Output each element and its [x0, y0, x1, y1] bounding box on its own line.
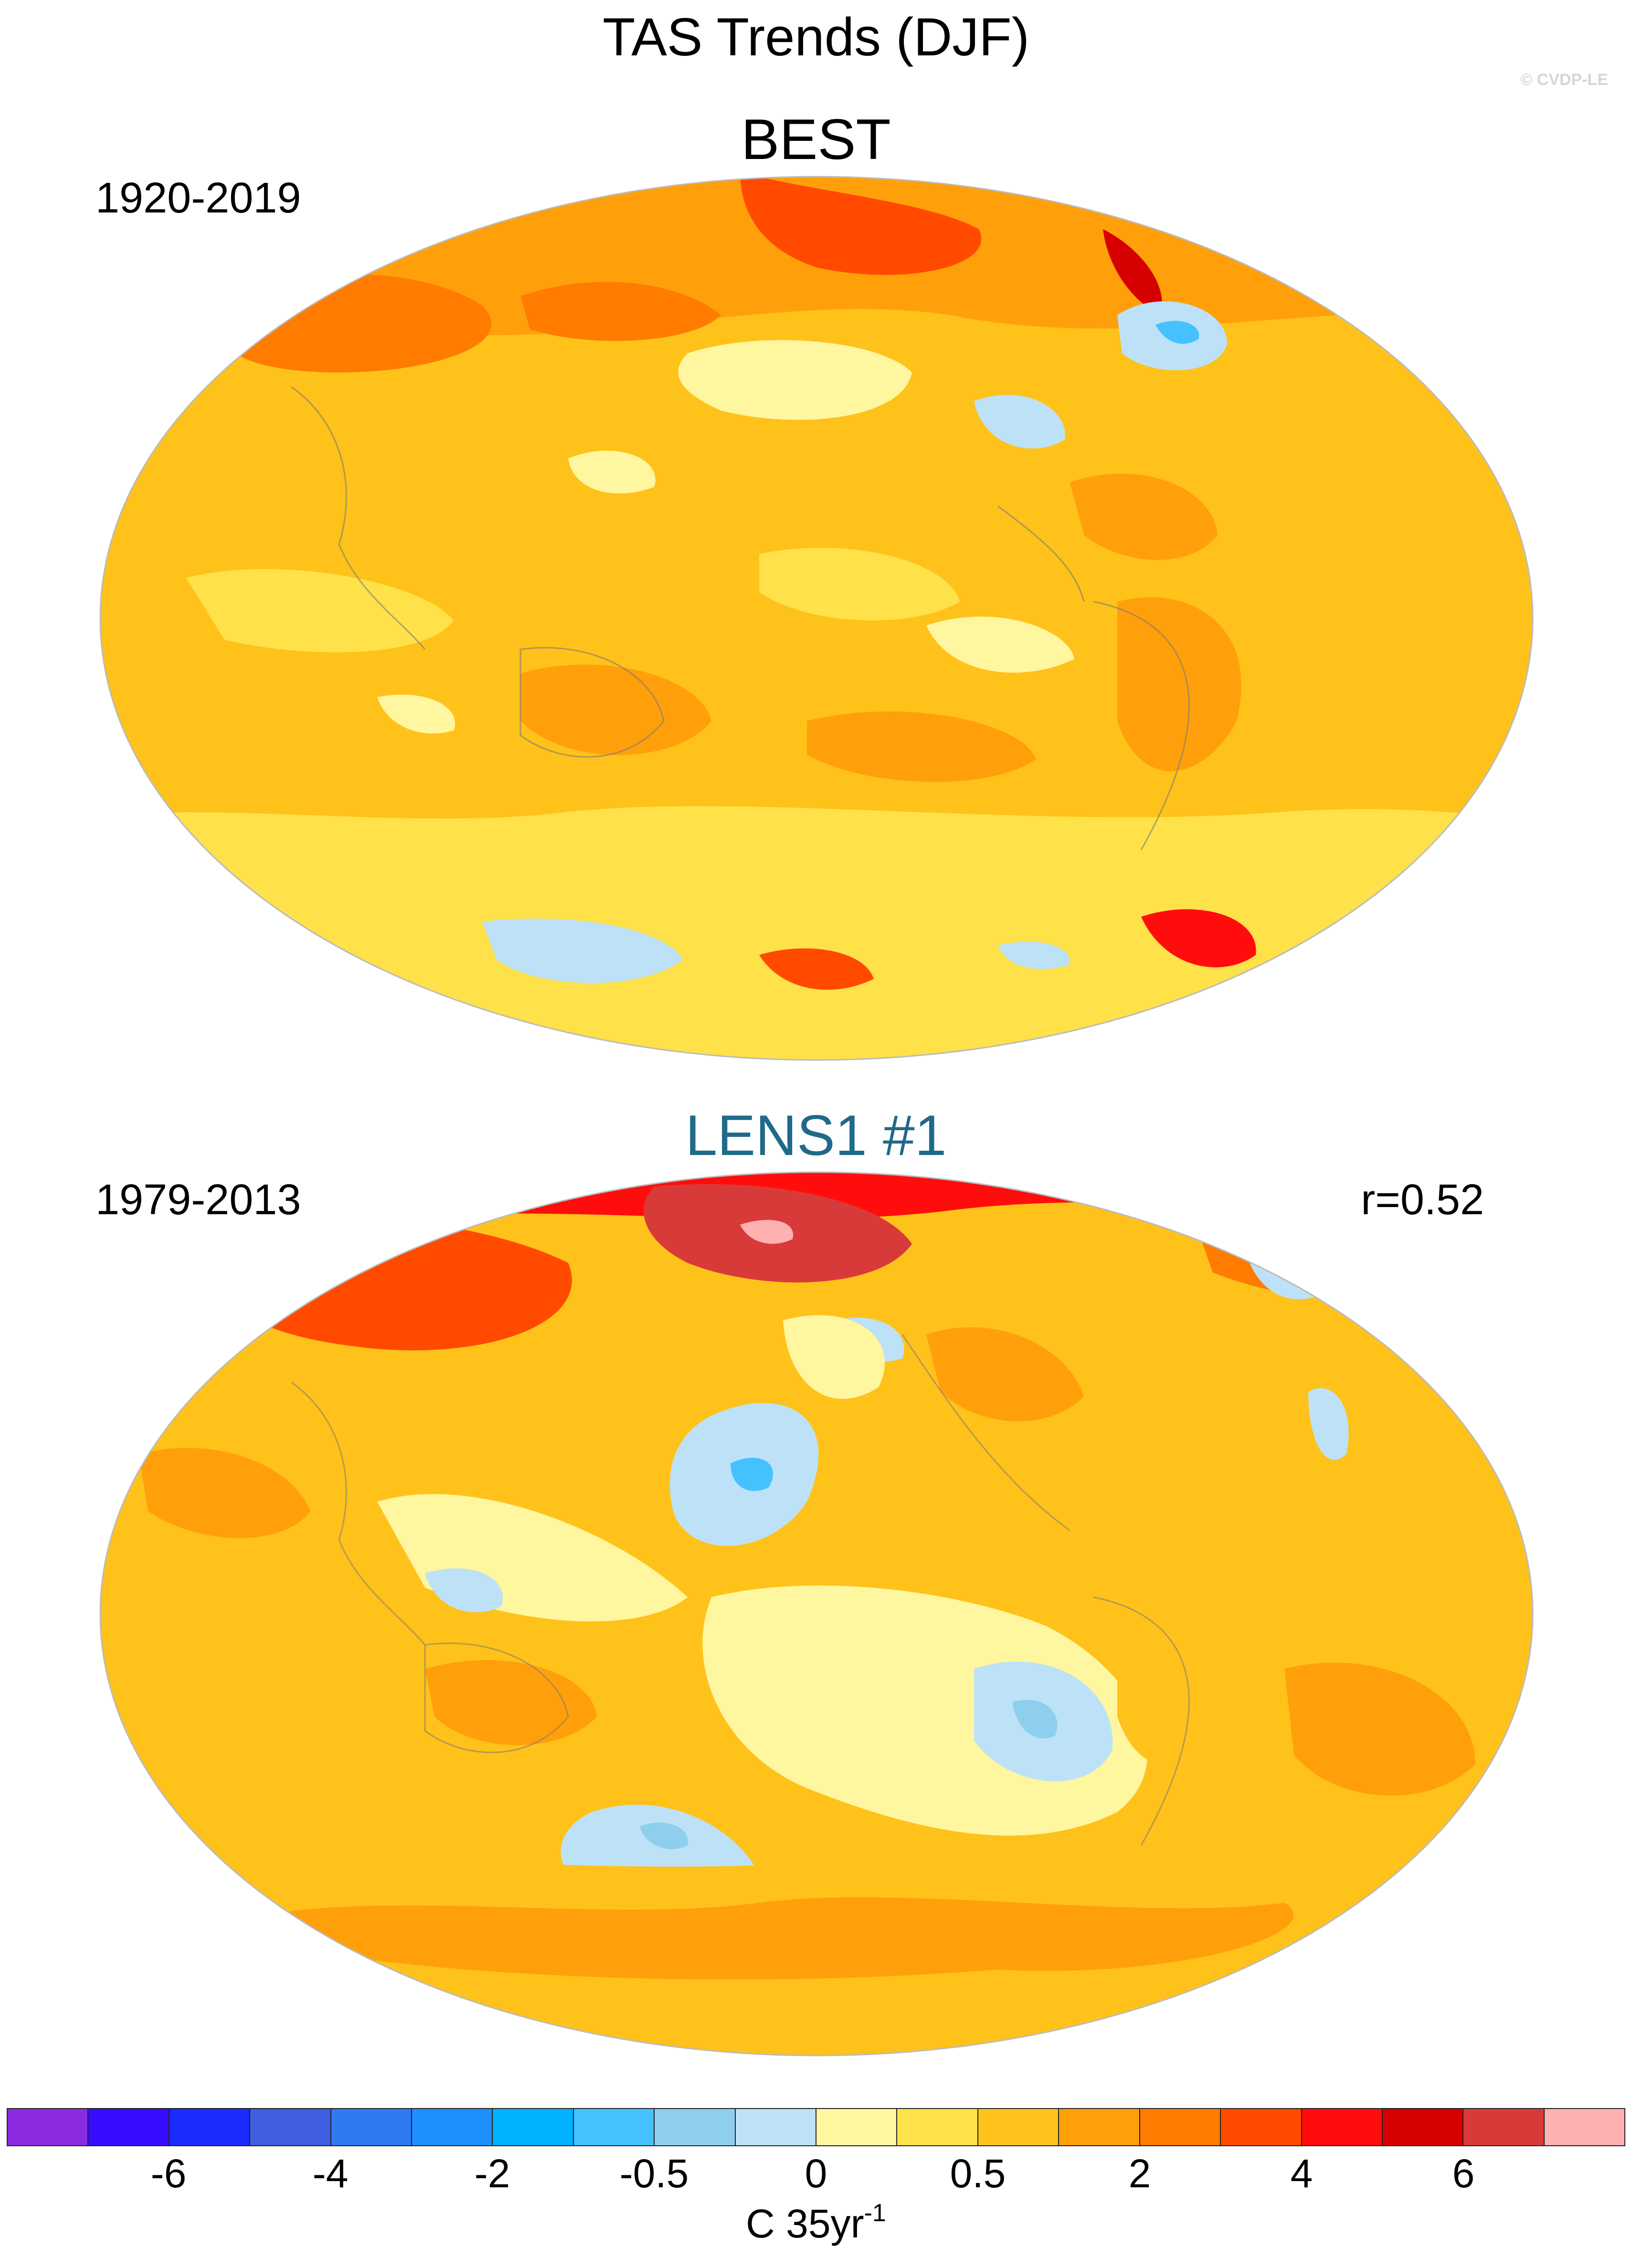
colorbar-tick-label: -4 [312, 2151, 349, 2196]
colorbar-tick-label: 0 [805, 2151, 827, 2196]
panel-1-period: 1920-2019 [95, 174, 301, 222]
colorbar-tick-label: -2 [474, 2151, 510, 2196]
colorbar-swatch [1302, 2109, 1383, 2145]
colorbar-swatch [8, 2109, 89, 2145]
panel-2-title: LENS1 #1 [685, 1103, 947, 1167]
colorbar-swatch [493, 2109, 574, 2145]
colorbar-swatch [331, 2109, 413, 2145]
colorbar-swatch [169, 2109, 251, 2145]
colorbar-swatch [88, 2109, 170, 2145]
colorbar-swatch [1140, 2109, 1221, 2145]
colorbar-tick-label: 6 [1452, 2151, 1475, 2196]
colorbar-tick-label: -0.5 [619, 2151, 689, 2196]
panel-2-correlation: r=0.52 [1361, 1176, 1484, 1224]
panel-2-period: 1979-2013 [95, 1176, 301, 1224]
panel-1-title: BEST [741, 107, 891, 171]
colorbar-swatch [978, 2109, 1060, 2145]
colorbar-swatch [816, 2109, 898, 2145]
panel-1-map [99, 176, 1534, 1061]
colorbar-swatch [1463, 2109, 1545, 2145]
colorbar-swatch [573, 2109, 655, 2145]
colorbar [7, 2108, 1625, 2146]
colorbar-tick-label: 2 [1128, 2151, 1151, 2196]
panel-2-map [99, 1171, 1534, 2056]
colorbar-tick-label: 4 [1290, 2151, 1313, 2196]
colorbar-swatch [1382, 2109, 1464, 2145]
colorbar-swatch [655, 2109, 736, 2145]
colorbar-swatch [1059, 2109, 1140, 2145]
copyright-label: © CVDP-LE [1520, 71, 1608, 89]
colorbar-swatch [250, 2109, 331, 2145]
colorbar-swatch [412, 2109, 493, 2145]
figure-title: TAS Trends (DJF) [602, 7, 1030, 67]
colorbar-swatch [1544, 2109, 1625, 2145]
colorbar-tick-label: -6 [150, 2151, 187, 2196]
colorbar-swatch [735, 2109, 817, 2145]
colorbar-units: C 35yr-1 [746, 2199, 886, 2246]
colorbar-swatch [1221, 2109, 1302, 2145]
colorbar-swatch [897, 2109, 978, 2145]
colorbar-tick-label: 0.5 [950, 2151, 1006, 2196]
